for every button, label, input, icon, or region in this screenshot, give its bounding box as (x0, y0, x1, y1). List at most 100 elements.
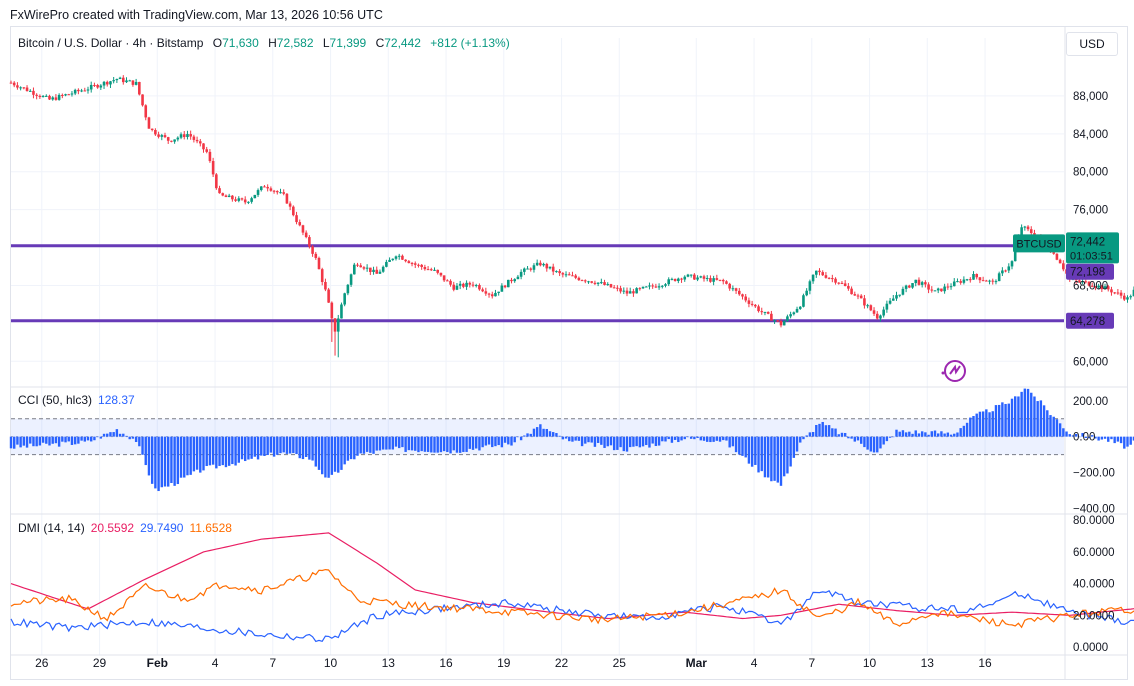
candle-body (863, 298, 866, 306)
candle-body (391, 258, 395, 260)
candle-body (792, 312, 796, 315)
candle-body (308, 237, 311, 247)
candle-body (696, 277, 699, 280)
candle-body (150, 128, 154, 130)
open-value: 71,630 (222, 36, 259, 50)
candle-body (394, 256, 398, 259)
cci-bar (234, 436, 237, 466)
candle-body (895, 295, 898, 299)
time-tick-label: 4 (751, 656, 758, 670)
cci-bar (378, 436, 382, 451)
cci-bar (359, 436, 362, 454)
candle-body (218, 188, 221, 194)
time-tick-label: Feb (147, 656, 168, 670)
cci-bar (619, 436, 622, 448)
cci-bar (603, 436, 606, 448)
cci-bar (1084, 436, 1087, 438)
candle-body (478, 285, 481, 290)
candle-body (166, 137, 170, 141)
cci-bar (269, 436, 273, 453)
candle-body (638, 288, 642, 290)
upper-level-badge (1066, 263, 1114, 280)
close-value: 72,442 (384, 36, 421, 50)
candle-body (247, 201, 250, 203)
candle-body (160, 135, 164, 137)
cci-bar (247, 436, 250, 460)
candle-body (994, 281, 998, 283)
candle-body (28, 90, 32, 92)
cci-bar (167, 436, 170, 487)
candle-body (189, 134, 192, 137)
cci-bar (147, 436, 151, 476)
candle-body (776, 320, 780, 322)
candle-body (497, 291, 500, 293)
cci-bar (1110, 436, 1113, 440)
cci-bar (709, 436, 712, 443)
cci-bar (80, 436, 83, 441)
candle-body (333, 318, 337, 332)
cci-bar (471, 436, 475, 450)
cci-bar (795, 436, 799, 452)
cci-bar (144, 436, 147, 466)
candle-body (532, 265, 536, 270)
candle-body (606, 284, 610, 286)
cci-bar (584, 436, 587, 444)
candle-body (709, 278, 712, 282)
tradingview-logo-icon[interactable] (941, 360, 966, 382)
cci-bar (641, 436, 645, 447)
candle-body (551, 266, 555, 272)
candle-body (89, 84, 93, 90)
cci-bar (1058, 423, 1062, 437)
cci-bar (404, 436, 407, 452)
cci-bar (991, 411, 994, 437)
cci-bar (847, 436, 850, 439)
candle-body (1084, 281, 1088, 283)
candle-body (170, 140, 173, 142)
cci-bar (606, 436, 609, 447)
cci-bar (898, 431, 901, 437)
candle-body (115, 79, 119, 81)
cci-bar (398, 436, 401, 449)
candle-body (154, 129, 157, 135)
candle-body (542, 263, 545, 266)
candle-body (1010, 261, 1014, 267)
candle-body (64, 94, 67, 96)
candle-body (272, 190, 276, 192)
cci-bar (888, 436, 892, 438)
cci-bar (1113, 436, 1116, 444)
cci-bar (965, 422, 969, 437)
candle-body (580, 280, 584, 282)
cci-bar (295, 436, 298, 455)
candle-body (571, 275, 574, 277)
cci-bar (176, 436, 180, 485)
cci-bar (96, 436, 99, 438)
cci-bar (959, 428, 962, 437)
cci-bar (937, 433, 940, 437)
high-value: 72,582 (276, 36, 314, 50)
symbol-badge-text: BTCUSD (1016, 238, 1061, 250)
candle-body (407, 261, 411, 264)
candle-body (523, 268, 526, 272)
cci-bar (38, 436, 42, 446)
price-tick-label: 60,000 (1073, 356, 1108, 368)
candle-body (452, 284, 456, 290)
cci-bar (616, 436, 619, 450)
candle-body (856, 295, 860, 297)
cci-bar (593, 436, 597, 447)
cci-bar (154, 436, 157, 489)
cci-bar (1116, 436, 1120, 442)
cci-bar (102, 433, 106, 437)
cci-bar (1026, 388, 1030, 437)
currency-button[interactable]: USD (1066, 32, 1118, 56)
cci-bar (706, 436, 709, 442)
candle-body (365, 267, 369, 269)
candle-body (388, 259, 391, 262)
candle-body (1132, 289, 1134, 297)
cci-bar (227, 436, 231, 466)
candle-body (978, 277, 982, 281)
candle-body (779, 321, 783, 326)
cci-bar (821, 421, 824, 437)
candle-body (985, 280, 988, 282)
candle-body (375, 269, 379, 274)
